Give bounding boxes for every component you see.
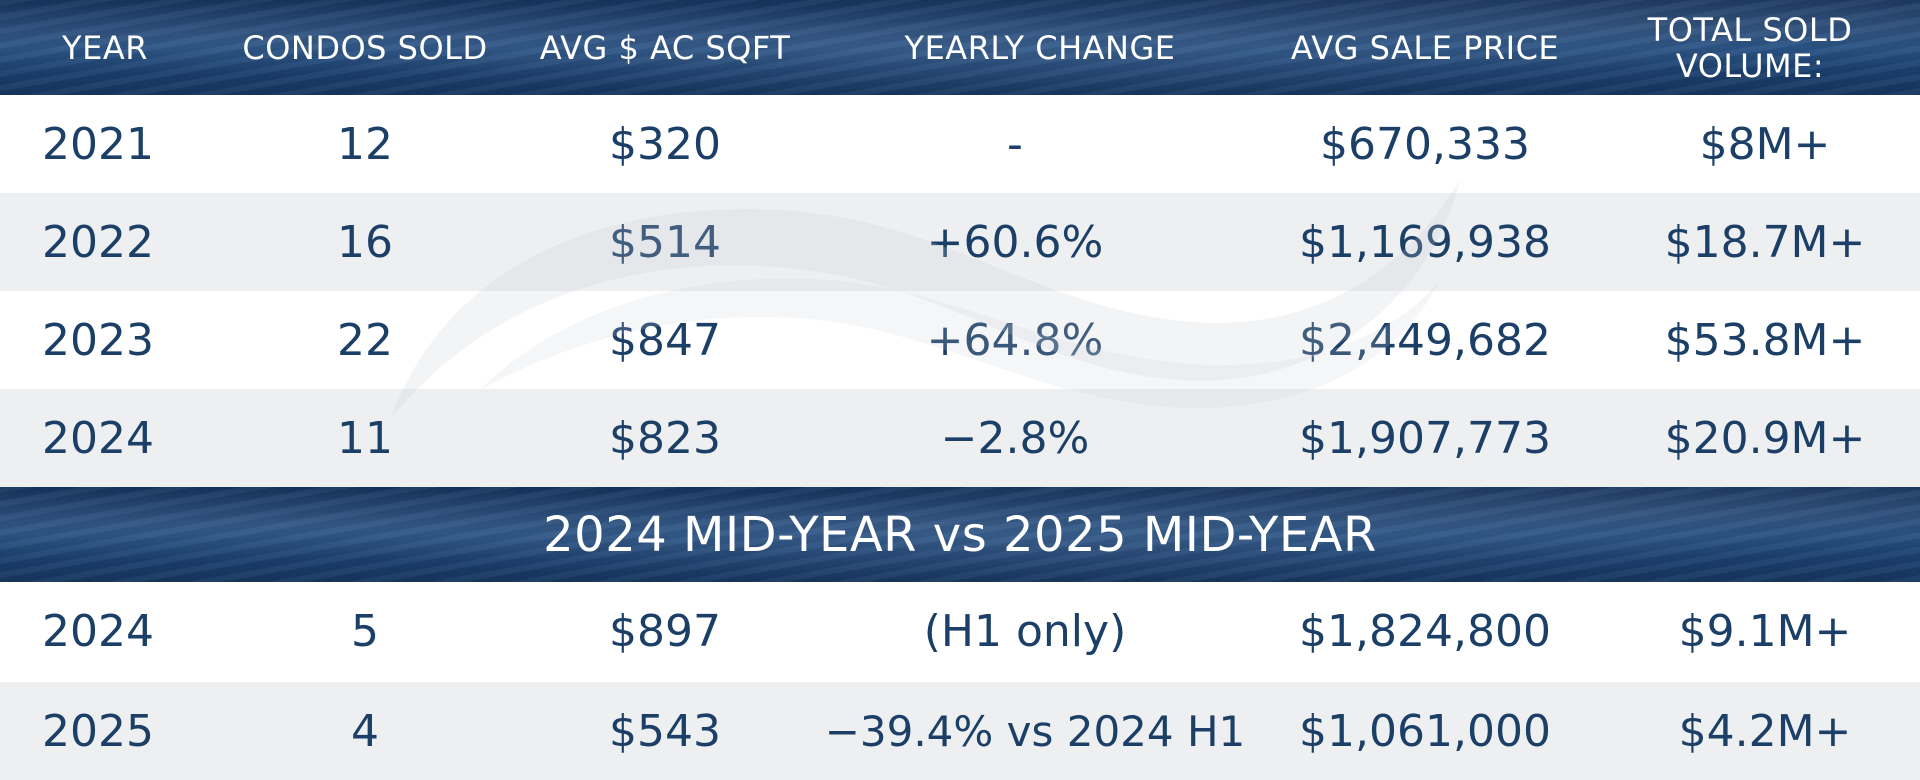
cell-yearly-change: −2.8% [940,412,1090,464]
cell-avg-sqft: $320 [609,118,721,170]
cell-condos-sold: 5 [351,605,379,657]
cell-year: 2023 [42,314,154,366]
cell-yearly-change: −39.4% vs 2024 H1 [824,706,1246,756]
cell-avg-sale-price: $1,824,800 [1299,605,1551,657]
table-row: 2021 12 $320 - $670,333 $8M+ [0,95,1920,193]
section-band [0,487,1920,582]
cell-avg-sqft: $823 [609,412,721,464]
table-row: 2025 4 $543 −39.4% vs 2024 H1 $1,061,000… [0,682,1920,780]
cell-total-volume: $20.9M+ [1664,412,1866,464]
cell-avg-sale-price: $1,169,938 [1299,216,1551,268]
cell-condos-sold: 12 [337,118,393,170]
cell-year: 2022 [42,216,154,268]
table-row: 2023 22 $847 +64.8% $2,449,682 $53.8M+ [0,291,1920,389]
cell-total-volume: $8M+ [1699,118,1831,170]
cell-condos-sold: 4 [351,705,379,757]
table-row: 2022 16 $514 +60.6% $1,169,938 $18.7M+ [0,193,1920,291]
cell-yearly-change: +60.6% [926,216,1104,268]
cell-year: 2021 [42,118,154,170]
cell-yearly-change: (H1 only) [923,605,1127,657]
header-avg-sqft: AVG $ AC SQFT [539,28,791,67]
table-header: YEAR CONDOS SOLD AVG $ AC SQFT YEARLY CH… [0,0,1920,95]
cell-avg-sale-price: $2,449,682 [1299,314,1551,366]
cell-avg-sale-price: $670,333 [1320,118,1530,170]
cell-avg-sqft: $897 [609,605,721,657]
header-total-sold-volume: TOTAL SOLD VOLUME: [1647,10,1853,85]
cell-total-volume: $18.7M+ [1664,216,1866,268]
table-row: 2024 11 $823 −2.8% $1,907,773 $20.9M+ [0,389,1920,487]
cell-avg-sqft: $847 [609,314,721,366]
header-year: YEAR [62,28,148,67]
header-condos-sold: CONDOS SOLD [242,28,488,67]
table-row: 2024 5 $897 (H1 only) $1,824,800 $9.1M+ [0,582,1920,680]
cell-avg-sale-price: $1,907,773 [1299,412,1551,464]
cell-avg-sale-price: $1,061,000 [1299,705,1551,757]
cell-condos-sold: 11 [337,412,393,464]
cell-year: 2024 [42,412,154,464]
cell-avg-sqft: $543 [609,705,721,757]
cell-total-volume: $9.1M+ [1678,605,1852,657]
header-yearly-change: YEARLY CHANGE [904,28,1176,67]
cell-year: 2024 [42,605,154,657]
cell-total-volume: $4.2M+ [1678,705,1852,757]
cell-condos-sold: 22 [337,314,393,366]
cell-total-volume: $53.8M+ [1664,314,1866,366]
cell-yearly-change: - [1007,118,1023,170]
cell-year: 2025 [42,705,154,757]
cell-avg-sqft: $514 [609,216,721,268]
header-avg-sale-price: AVG SALE PRICE [1290,28,1560,67]
cell-yearly-change: +64.8% [926,314,1104,366]
section-title: 2024 MID-YEAR vs 2025 MID-YEAR [543,506,1377,563]
cell-condos-sold: 16 [337,216,393,268]
